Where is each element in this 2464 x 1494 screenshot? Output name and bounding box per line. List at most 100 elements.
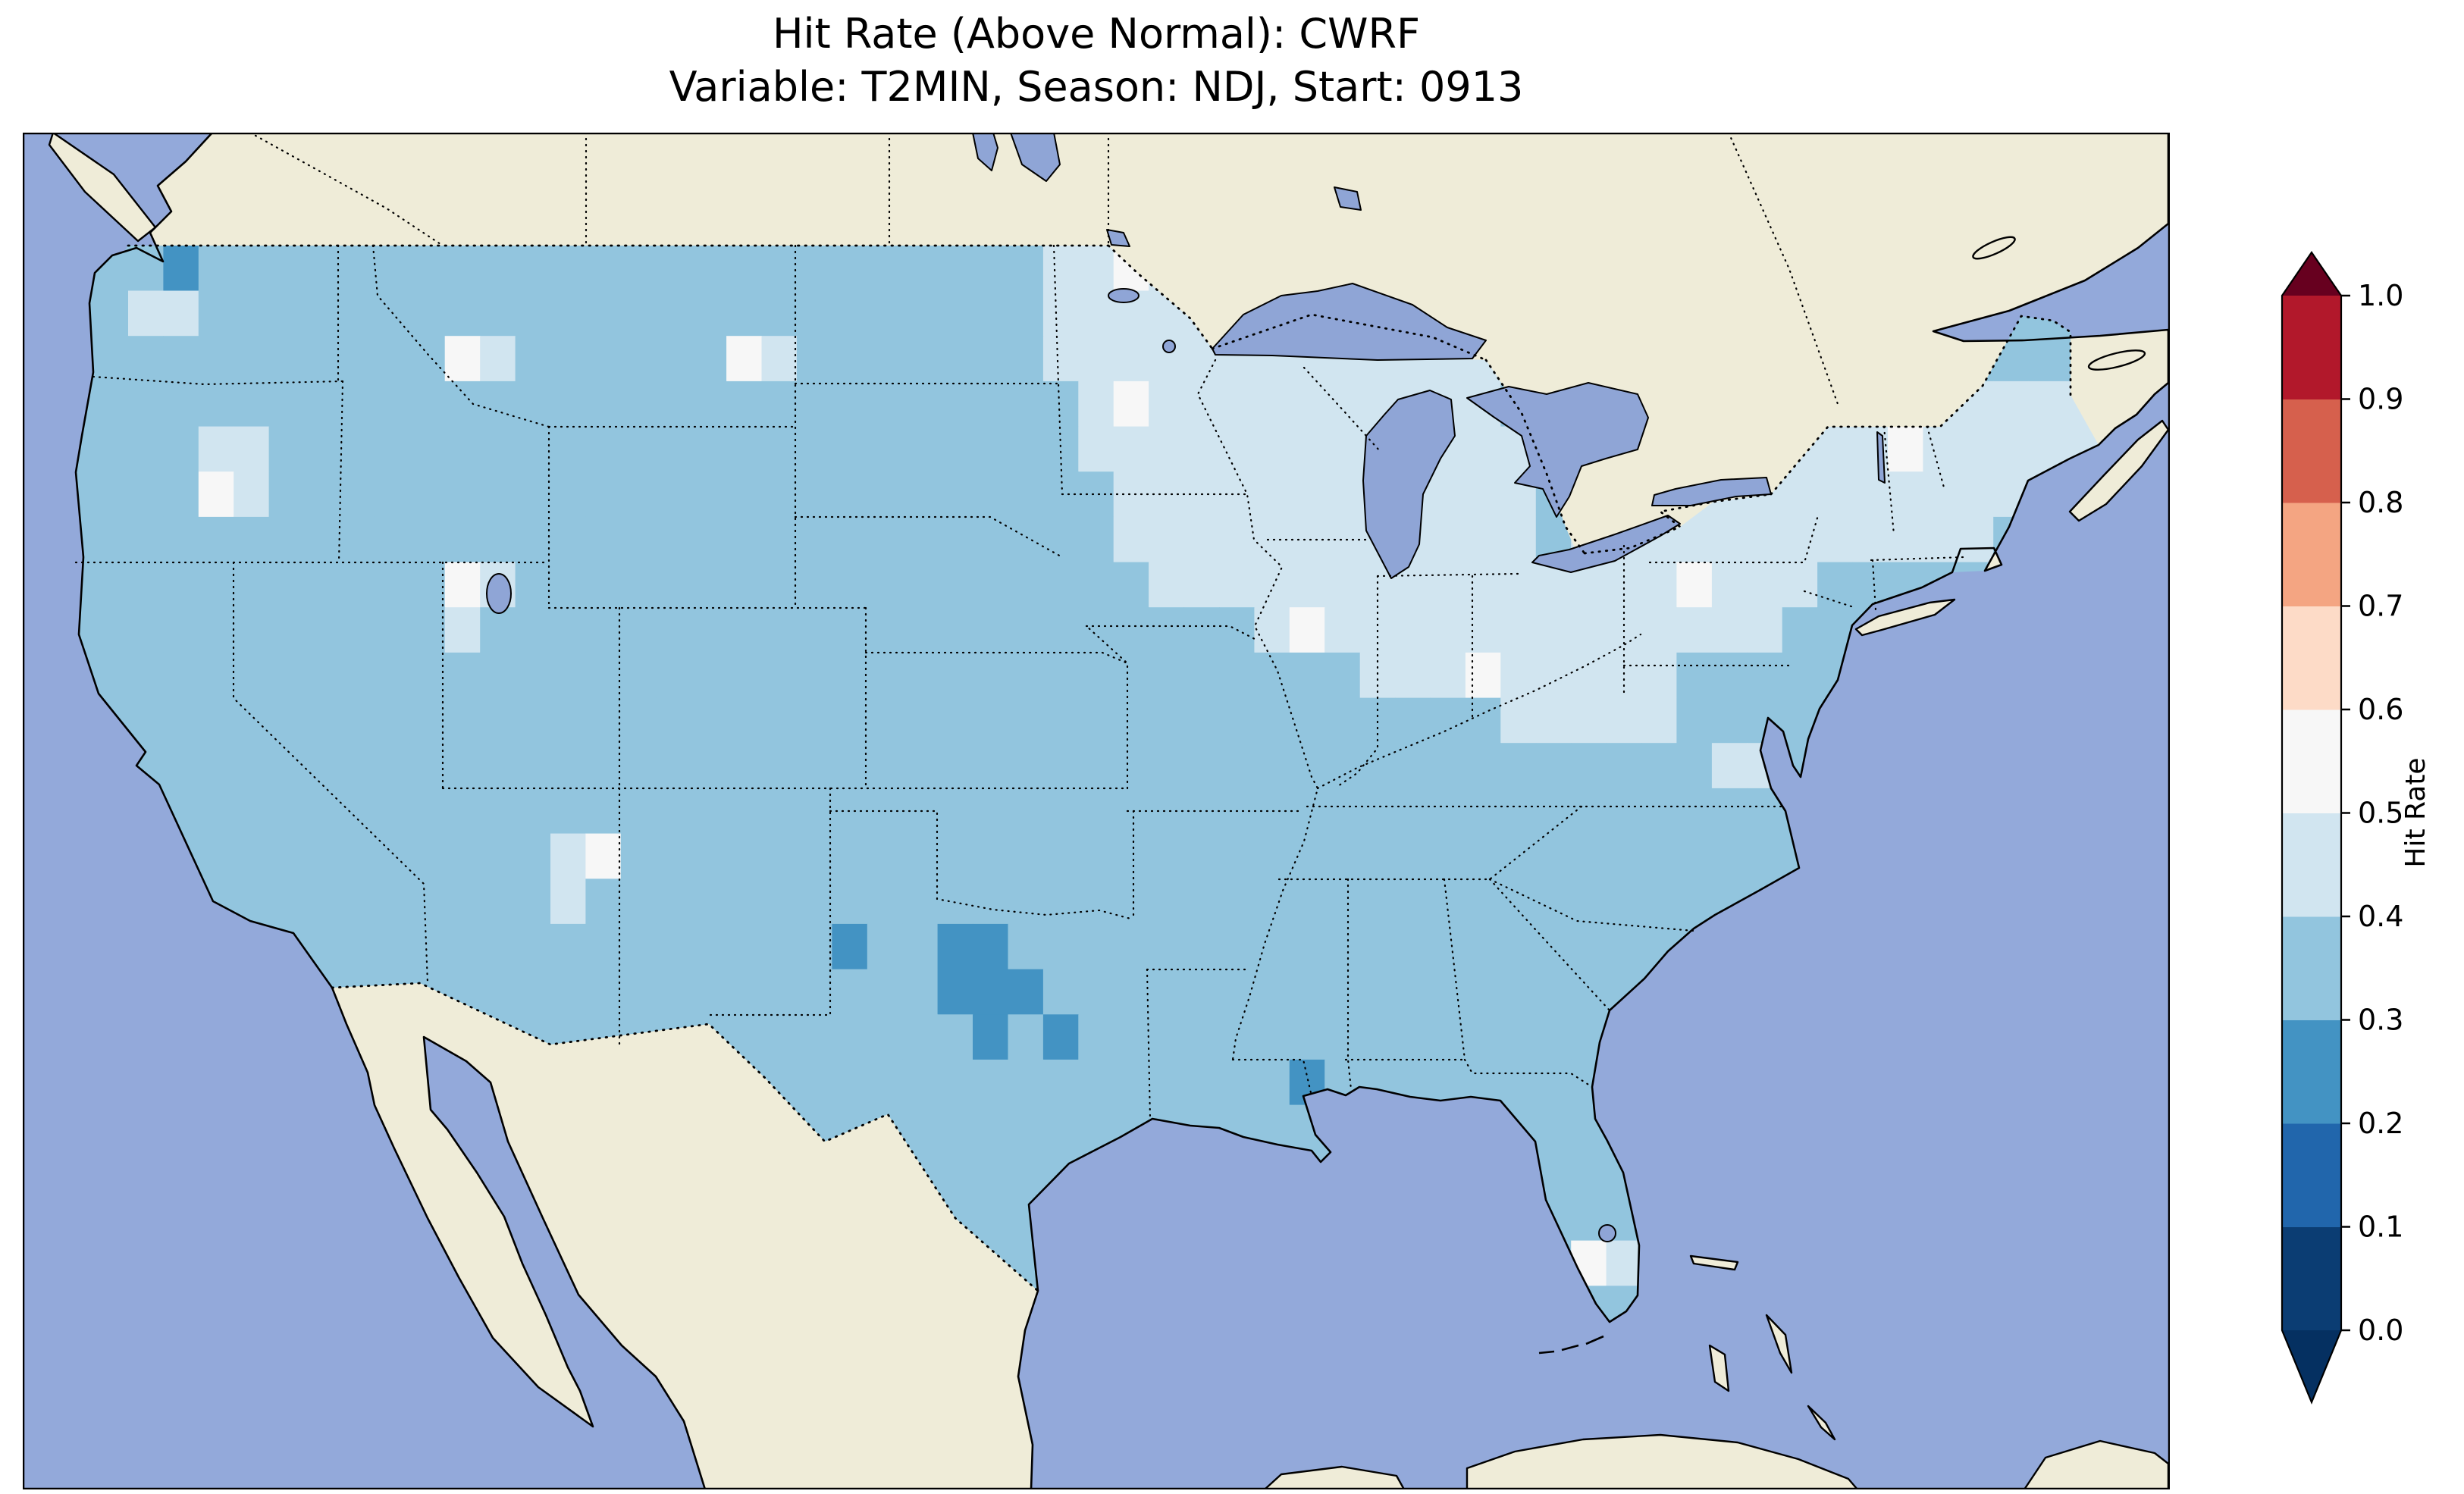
- grid-cell: [1219, 923, 1255, 970]
- grid-cell: [1324, 607, 1361, 653]
- grid-cell: [550, 969, 586, 1015]
- grid-cell: [1500, 923, 1537, 970]
- grid-cell: [973, 652, 1008, 699]
- grid-cell: [937, 426, 973, 472]
- grid-cell: [902, 607, 939, 653]
- grid-cell: [937, 1150, 973, 1196]
- grid-cell: [761, 697, 798, 744]
- grid-cell: [585, 426, 622, 472]
- grid-cell: [1042, 697, 1079, 744]
- grid-cell: [796, 1059, 832, 1106]
- grid-cell: [1042, 743, 1079, 789]
- grid-cell: [515, 246, 551, 292]
- grid-cell: [1747, 833, 1783, 879]
- grid-cell: [1465, 562, 1501, 608]
- grid-cell: [902, 471, 939, 518]
- grid-cell: [409, 607, 446, 653]
- grid-cell: [1113, 743, 1149, 789]
- grid-cell: [444, 652, 481, 699]
- grid-cell: [1078, 562, 1114, 608]
- grid-cell: [1465, 426, 1501, 472]
- grid-cell: [234, 426, 270, 472]
- grid-cell: [1008, 516, 1044, 563]
- grid-cell: [515, 336, 551, 382]
- grid-cell: [973, 697, 1008, 744]
- grid-cell: [304, 743, 340, 789]
- grid-cell: [1078, 652, 1114, 699]
- grid-cell: [304, 290, 340, 337]
- grid-cell: [902, 562, 939, 608]
- grid-cell: [691, 879, 727, 925]
- grid-cell: [1958, 516, 1994, 563]
- colorbar-tick-label: 0.0: [2358, 1314, 2403, 1347]
- grid-cell: [128, 562, 164, 608]
- great-salt-lake: [486, 573, 512, 614]
- colorbar-segment: [2282, 1226, 2341, 1331]
- grid-cell: [1500, 879, 1537, 925]
- grid-cell: [1465, 969, 1501, 1015]
- grid-cell: [726, 381, 763, 428]
- grid-cell: [796, 381, 832, 428]
- grid-cell: [1395, 788, 1431, 835]
- grid-cell: [796, 562, 832, 608]
- grid-cell: [902, 879, 939, 925]
- grid-cell: [550, 381, 586, 428]
- grid-cell: [1606, 697, 1642, 744]
- grid-cell: [1430, 923, 1466, 970]
- us-hit-rate-map: [23, 133, 2170, 1489]
- grid-cell: [937, 697, 973, 744]
- grid-cell: [1042, 788, 1079, 835]
- grid-cell: [585, 471, 622, 518]
- grid-cell: [339, 246, 375, 292]
- grid-cell: [726, 246, 763, 292]
- grid-cell: [1008, 426, 1044, 472]
- grid-cell: [515, 879, 551, 925]
- grid-cell: [691, 788, 727, 835]
- grid-cell: [163, 426, 199, 472]
- national-borders: [127, 244, 2072, 1292]
- grid-cell: [1500, 788, 1537, 835]
- grid-cell: [796, 246, 832, 292]
- grid-cell: [1500, 607, 1537, 653]
- grid-cell: [1254, 471, 1290, 518]
- grid-cell: [1888, 471, 1923, 518]
- grid-cell: [585, 652, 622, 699]
- grid-cell: [444, 381, 481, 428]
- grid-cell: [374, 607, 410, 653]
- grid-cell: [480, 788, 516, 835]
- lake-okeechobee: [1598, 1224, 1616, 1242]
- grid-cell: [726, 607, 763, 653]
- grid-cell: [480, 743, 516, 789]
- grid-cell: [1254, 562, 1290, 608]
- grid-cell: [128, 426, 164, 472]
- grid-cell: [1993, 426, 2030, 472]
- grid-cell: [1888, 426, 1923, 472]
- colorbar-tick-label: 0.6: [2358, 693, 2403, 726]
- grid-cell: [1289, 879, 1325, 925]
- grid-cell: [444, 426, 481, 472]
- grid-cell: [867, 381, 903, 428]
- grid-cell: [550, 246, 586, 292]
- grid-cell: [198, 381, 234, 428]
- grid-cell: [761, 788, 798, 835]
- grid-cell: [515, 290, 551, 337]
- grid-cell: [832, 652, 868, 699]
- grid-cell: [1324, 879, 1361, 925]
- grid-cell: [339, 923, 375, 970]
- grid-cell: [1219, 516, 1255, 563]
- colorbar-ticks: 0.0 0.1 0.2 0.3 0.4 0.5 0.6 0.7 0.8 0.9 1.0: [2341, 279, 2403, 1347]
- grid-cell: [620, 697, 657, 744]
- grid-cell: [761, 969, 798, 1015]
- grid-cell: [1465, 697, 1501, 744]
- grid-cell: [163, 290, 199, 337]
- grid-cell: [1042, 1104, 1079, 1151]
- grid-cell: [480, 969, 516, 1015]
- grid-cell: [1042, 1014, 1079, 1060]
- grid-cell: [92, 290, 129, 337]
- grid-cell: [1008, 923, 1044, 970]
- grid-cell: [198, 607, 234, 653]
- grid-cell: [973, 426, 1008, 472]
- grid-cell: [1219, 697, 1255, 744]
- grid-cell: [92, 336, 129, 382]
- grid-cell: [1465, 516, 1501, 563]
